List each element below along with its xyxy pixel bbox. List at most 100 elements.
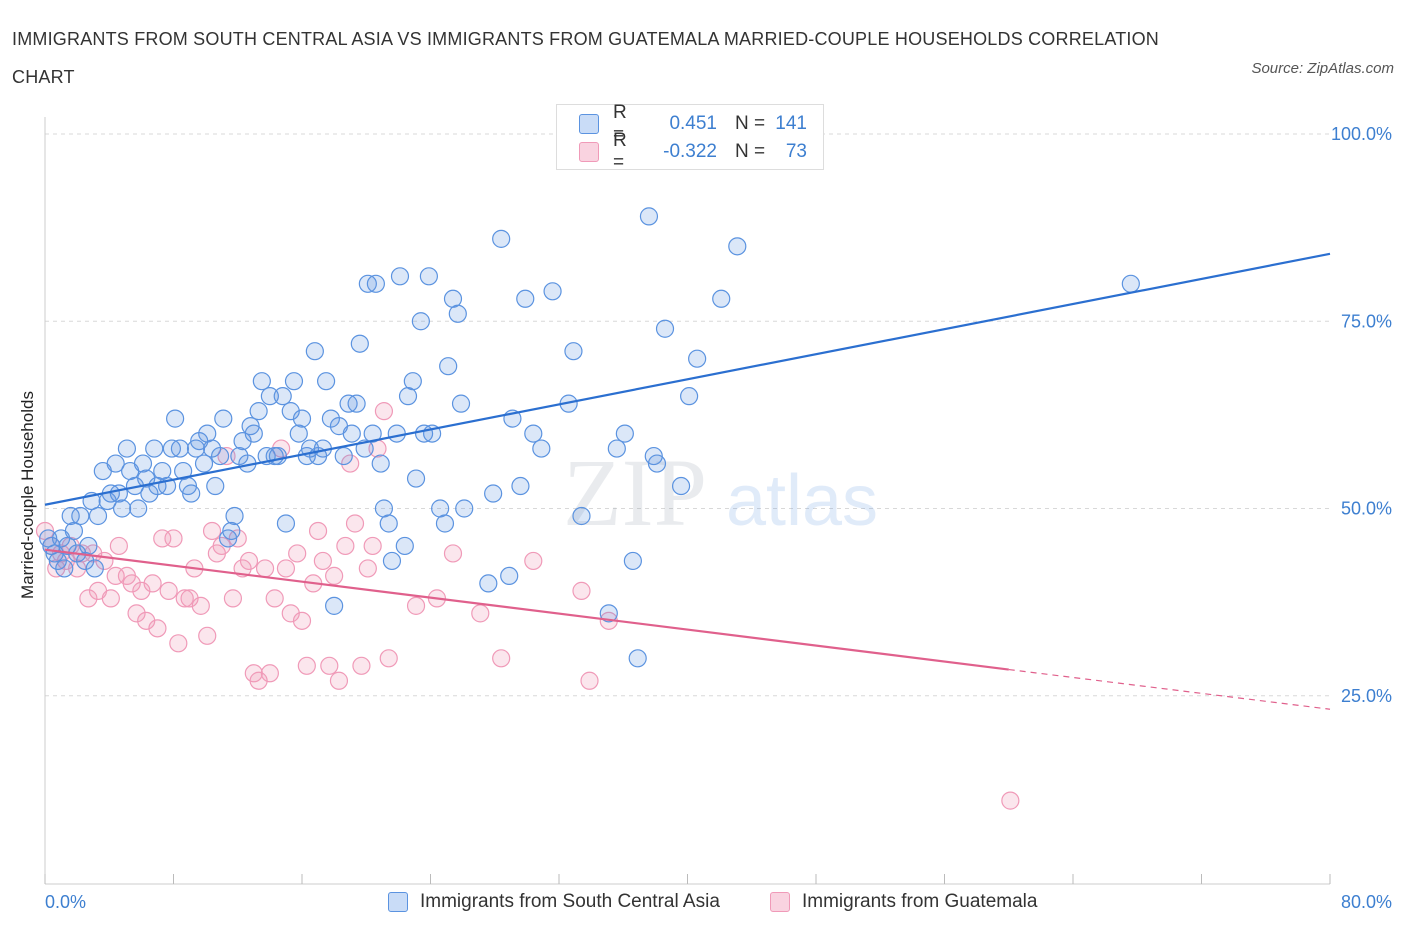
legend-row-south-central-asia: R = 0.451 N = 141 [579,102,807,145]
data-point-south-central-asia [382,551,402,571]
data-point-south-central-asia [222,521,241,541]
data-point-south-central-asia [206,476,225,496]
data-point-south-central-asia [194,454,214,473]
data-point-south-central-asia [500,566,519,586]
data-point-south-central-asia [292,409,312,428]
data-point-south-central-asia [48,551,67,571]
bottom-legend-swatch-blue [388,892,408,912]
data-point-south-central-asia [492,229,511,248]
data-point-guatemala [169,634,188,653]
data-point-south-central-asia [355,439,374,458]
data-point-south-central-asia [347,394,366,413]
data-point-guatemala [101,589,120,608]
data-point-south-central-asia [166,409,185,428]
data-point-south-central-asia [109,484,128,503]
data-point-south-central-asia [182,484,201,503]
data-point-guatemala [122,574,141,593]
data-point-guatemala [239,551,259,571]
data-point-south-central-asia [284,372,304,391]
data-point-south-central-asia [371,454,390,473]
data-point-guatemala [1001,791,1020,810]
legend-n-label: N = [735,113,766,134]
data-point-guatemala [198,626,217,645]
data-point-south-central-asia [623,551,642,571]
x-tick-label: 80.0% [1341,892,1392,912]
data-point-south-central-asia [268,446,288,466]
data-point-south-central-asia [607,439,626,458]
data-point-south-central-asia [680,387,699,406]
y-tick-label: 50.0% [1341,499,1392,519]
data-point-south-central-asia [431,499,450,518]
data-point-south-central-asia [85,559,104,578]
data-point-south-central-asia [249,402,268,421]
data-point-south-central-asia [112,499,132,518]
data-point-south-central-asia [435,514,455,533]
data-point-guatemala [255,559,275,578]
data-point-south-central-asia [145,439,164,458]
data-point-south-central-asia [117,439,137,458]
data-point-south-central-asia [688,349,707,368]
data-point-south-central-asia [214,409,233,428]
data-point-south-central-asia [728,237,747,256]
data-point-guatemala [109,536,128,556]
legend-r-label: R = [613,102,627,145]
data-point-south-central-asia [379,514,398,533]
data-point-south-central-asia [572,506,591,526]
data-point-south-central-asia [252,372,271,391]
data-point-guatemala [325,566,344,586]
data-point-guatemala [79,589,98,608]
data-point-south-central-asia [374,499,394,518]
data-point-south-central-asia [88,506,108,526]
data-point-south-central-asia [671,476,691,496]
data-point-guatemala [202,521,222,541]
data-point-south-central-asia [564,342,583,361]
data-point-guatemala [260,664,279,683]
data-point-south-central-asia [71,506,90,526]
data-point-south-central-asia [316,372,336,391]
bottom-legend-swatch-pink [770,892,790,912]
data-point-south-central-asia [64,521,84,541]
legend-n-label: N = [735,141,766,162]
watermark-zip: ZIP [563,439,707,546]
x-tick-label: 0.0% [45,892,86,912]
data-point-south-central-asia [443,289,463,308]
data-point-south-central-asia [628,649,647,668]
data-point-south-central-asia [639,207,659,226]
axes [44,117,1331,885]
data-point-guatemala [320,656,339,675]
data-point-south-central-asia [647,454,667,473]
data-point-south-central-asia [79,536,98,556]
data-point-guatemala [127,604,146,623]
data-point-south-central-asia [350,334,369,353]
trend-line-guatemala [44,548,1009,671]
data-point-guatemala [379,649,398,668]
data-point-south-central-asia [276,514,296,533]
data-point-south-central-asia [448,304,467,323]
data-point-guatemala [265,589,284,608]
data-point-south-central-asia [366,274,385,293]
data-point-south-central-asia [55,559,74,578]
data-point-guatemala [345,514,365,533]
data-point-guatemala [308,521,328,541]
data-point-guatemala [228,529,247,548]
chart-title: IMMIGRANTS FROM SOUTH CENTRAL ASIA VS IM… [12,29,1159,87]
data-point-south-central-asia [210,446,230,466]
data-point-south-central-asia [395,536,414,556]
data-point-south-central-asia [387,424,406,443]
data-point-guatemala [524,551,543,571]
bottom-legend-south-central-asia: Immigrants from South Central Asia [388,888,720,916]
data-point-guatemala [148,619,167,638]
data-point-south-central-asia [524,424,543,443]
data-point-south-central-asia [403,372,422,391]
legend-n-value: 73 [785,141,807,162]
data-point-south-central-asia [273,387,292,406]
data-point-guatemala [471,604,490,623]
data-point-guatemala [406,596,426,615]
data-point-guatemala [374,402,394,421]
data-point-south-central-asia [479,574,498,593]
bottom-legend-guatemala: Immigrants from Guatemala [770,888,1037,916]
data-point-guatemala [352,656,371,675]
series-guatemala-points [35,402,1020,810]
data-point-guatemala [572,581,591,600]
data-point-south-central-asia [244,424,263,443]
